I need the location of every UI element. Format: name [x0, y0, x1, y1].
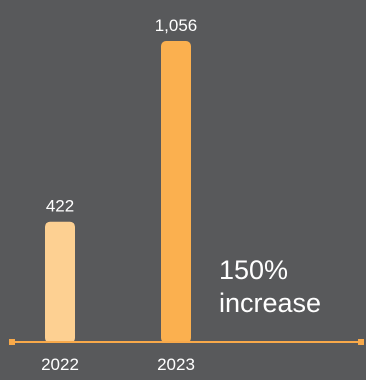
x-tick-label-2023: 2023 — [157, 355, 195, 374]
bar-2023 — [161, 41, 191, 343]
annotation-line-1: 150% — [219, 255, 288, 285]
value-label-2022: 422 — [46, 197, 74, 216]
axis-end-marker-right — [358, 339, 364, 345]
labels-layer: 422 2022 1,056 2023 — [41, 16, 197, 374]
x-tick-label-2022: 2022 — [41, 355, 79, 374]
annotation-line-2: increase — [219, 288, 321, 318]
bar-2022 — [45, 221, 75, 343]
value-label-2023: 1,056 — [155, 16, 198, 35]
bars-layer — [45, 41, 191, 343]
axis-end-marker-left — [9, 339, 15, 345]
